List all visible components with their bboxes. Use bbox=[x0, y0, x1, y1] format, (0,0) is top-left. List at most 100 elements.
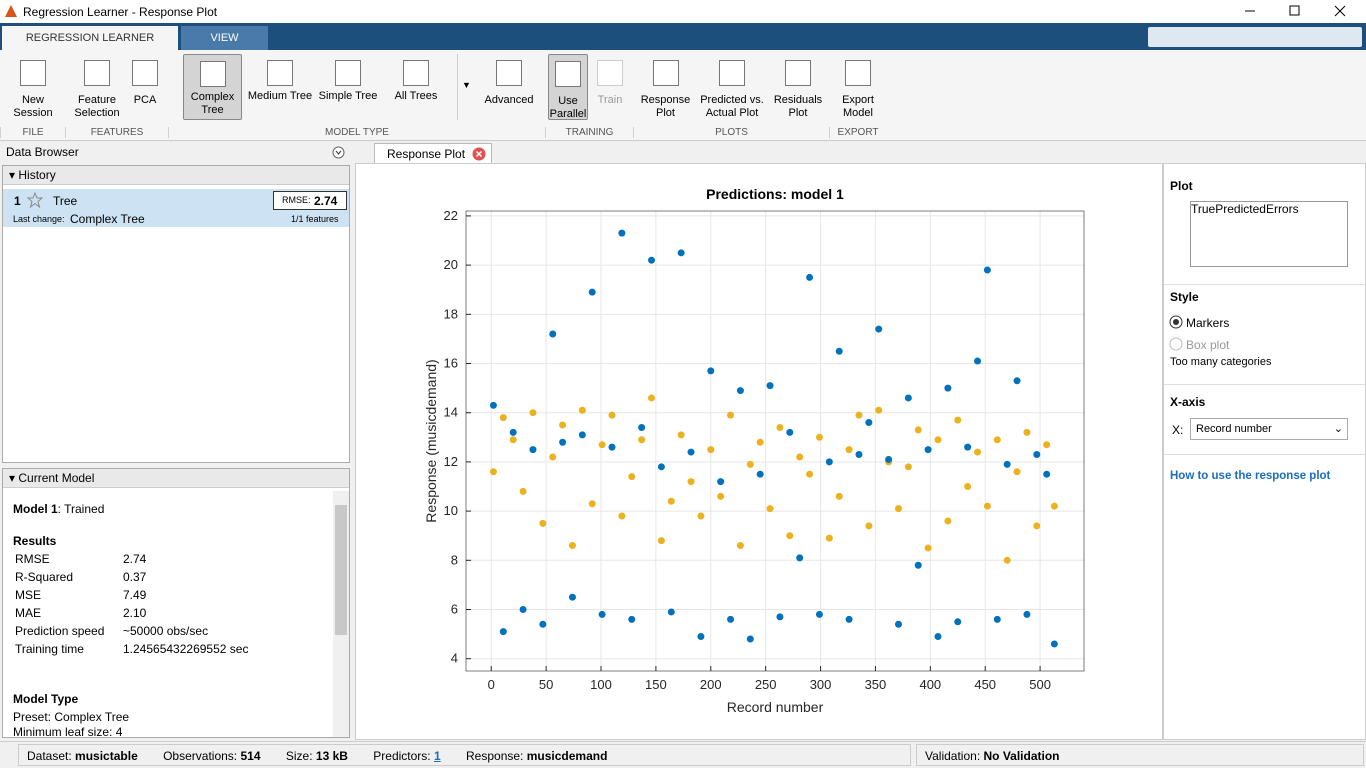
data-point bbox=[875, 325, 883, 333]
toolstrip-button[interactable]: Simple Tree bbox=[316, 54, 380, 120]
scrollbar[interactable] bbox=[333, 491, 349, 737]
data-point bbox=[974, 448, 982, 456]
toolstrip-button[interactable]: Response Plot bbox=[638, 54, 693, 120]
toolstrip-button[interactable]: Predicted vs. Actual Plot bbox=[696, 54, 768, 120]
model-name: Model 1 bbox=[13, 502, 58, 516]
data-point bbox=[618, 229, 626, 237]
button-label: Advanced bbox=[484, 94, 534, 106]
toolstrip-button[interactable]: Advanced bbox=[480, 54, 538, 120]
data-point bbox=[766, 382, 774, 390]
data-point bbox=[954, 618, 962, 626]
tab-row: REGRESSION LEARNER VIEW bbox=[0, 23, 1366, 50]
radio-label[interactable]: Markers bbox=[1186, 316, 1230, 330]
data-point bbox=[677, 249, 685, 257]
toolstrip-button[interactable]: Export Model bbox=[832, 54, 884, 120]
data-point bbox=[786, 428, 794, 436]
document-tab[interactable]: Response Plot bbox=[374, 143, 492, 164]
x-tick-label: 350 bbox=[865, 677, 887, 692]
model-type-title: Model Type bbox=[13, 692, 79, 706]
section-header[interactable]: ▾ Current Model bbox=[3, 469, 349, 488]
toolstrip-button[interactable]: Residuals Plot bbox=[770, 54, 826, 120]
status-bar: Dataset: musictable Observations: 514 Si… bbox=[0, 741, 1366, 768]
data-point bbox=[1050, 640, 1058, 648]
data-point bbox=[894, 505, 902, 513]
button-icon bbox=[652, 60, 679, 86]
data-point bbox=[756, 470, 764, 478]
data-point bbox=[1023, 428, 1031, 436]
data-point bbox=[1043, 441, 1051, 449]
result-value: ~50000 obs/sec bbox=[123, 624, 209, 638]
button-icon bbox=[403, 60, 429, 86]
gallery-dropdown[interactable]: ▼ bbox=[457, 54, 475, 120]
model-type-line: Minimum leaf size: 4 bbox=[13, 725, 123, 737]
toolstrip-button[interactable]: Feature Selection bbox=[68, 54, 126, 120]
y-tick-label: 10 bbox=[444, 503, 458, 518]
data-point bbox=[559, 438, 567, 446]
data-point bbox=[697, 633, 705, 641]
radio-buttons[interactable] bbox=[1169, 315, 1183, 351]
data-point bbox=[865, 522, 873, 530]
help-link[interactable]: How to use the response plot bbox=[1170, 470, 1331, 482]
data-point bbox=[657, 537, 665, 545]
result-name: MAE bbox=[15, 606, 42, 620]
data-point bbox=[519, 487, 527, 495]
section-header[interactable]: ▾ History bbox=[3, 166, 349, 185]
history-panel: ▾ History 1 Tree RMSE: 2.74 Last change:… bbox=[2, 165, 350, 463]
button-label: Use Parallel bbox=[549, 95, 587, 120]
toolstrip-button[interactable]: PCA bbox=[127, 54, 163, 120]
tab[interactable]: REGRESSION LEARNER bbox=[2, 26, 178, 50]
data-point bbox=[549, 330, 557, 338]
section-title: Current Model bbox=[18, 471, 95, 485]
favorite-star[interactable] bbox=[27, 192, 43, 208]
model-status: Model 1: Trained bbox=[13, 502, 104, 516]
section-label: PLOTS bbox=[633, 127, 829, 138]
data-point bbox=[559, 421, 567, 429]
status-label: Observations: bbox=[163, 749, 238, 763]
x-tick-label: 200 bbox=[700, 677, 722, 692]
section-label: EXPORT bbox=[829, 127, 886, 138]
data-point bbox=[707, 367, 715, 375]
data-point bbox=[944, 384, 952, 392]
predictors-link[interactable]: 1 bbox=[433, 749, 441, 763]
model-name: Tree bbox=[53, 194, 78, 208]
x-select[interactable]: Record number ⌄ bbox=[1190, 418, 1348, 440]
data-point bbox=[667, 608, 675, 616]
x-tick-label: 250 bbox=[755, 677, 777, 692]
axes-box bbox=[465, 210, 1085, 672]
panel-heading: Plot bbox=[1170, 179, 1193, 193]
toolstrip-button[interactable]: Complex Tree bbox=[183, 54, 242, 120]
window-controls[interactable] bbox=[1220, 0, 1366, 23]
close-tab[interactable] bbox=[472, 147, 486, 161]
toolstrip-button[interactable]: All Trees bbox=[385, 54, 447, 120]
result-value: 7.49 bbox=[123, 588, 147, 602]
toolstrip-button[interactable]: New Session bbox=[3, 54, 63, 120]
data-point bbox=[697, 512, 705, 520]
radio-label: Box plot bbox=[1186, 338, 1230, 352]
data-point bbox=[539, 620, 547, 628]
toolstrip-button[interactable]: Medium Tree bbox=[246, 54, 314, 120]
data-point bbox=[806, 273, 814, 281]
divider bbox=[1164, 454, 1366, 455]
collapse-button[interactable] bbox=[332, 146, 345, 159]
data-point bbox=[509, 436, 517, 444]
data-point bbox=[924, 544, 932, 552]
data-point bbox=[904, 394, 912, 402]
x-tick-label: 150 bbox=[645, 677, 667, 692]
toolstrip-button[interactable]: Train bbox=[590, 54, 630, 120]
button-icon bbox=[597, 60, 623, 86]
button-icon bbox=[199, 61, 226, 87]
toolstrip-button[interactable]: Use Parallel bbox=[548, 54, 588, 120]
data-point bbox=[875, 406, 883, 414]
tab[interactable]: VIEW bbox=[181, 26, 268, 50]
result-value: 0.37 bbox=[123, 570, 147, 584]
history-item[interactable]: 1 Tree RMSE: 2.74 Last change: Complex T… bbox=[3, 189, 349, 227]
data-point bbox=[608, 411, 616, 419]
quick-access-toolbar[interactable] bbox=[1148, 27, 1362, 47]
data-point bbox=[964, 483, 972, 491]
x-tick-label: 500 bbox=[1029, 677, 1051, 692]
button-icon bbox=[335, 60, 361, 86]
status-label: Validation: bbox=[925, 749, 981, 763]
document-tab-title: Response Plot bbox=[387, 147, 466, 161]
chart: Predictions: model 1 Record number Respo… bbox=[423, 186, 1085, 715]
button-icon bbox=[555, 61, 581, 87]
